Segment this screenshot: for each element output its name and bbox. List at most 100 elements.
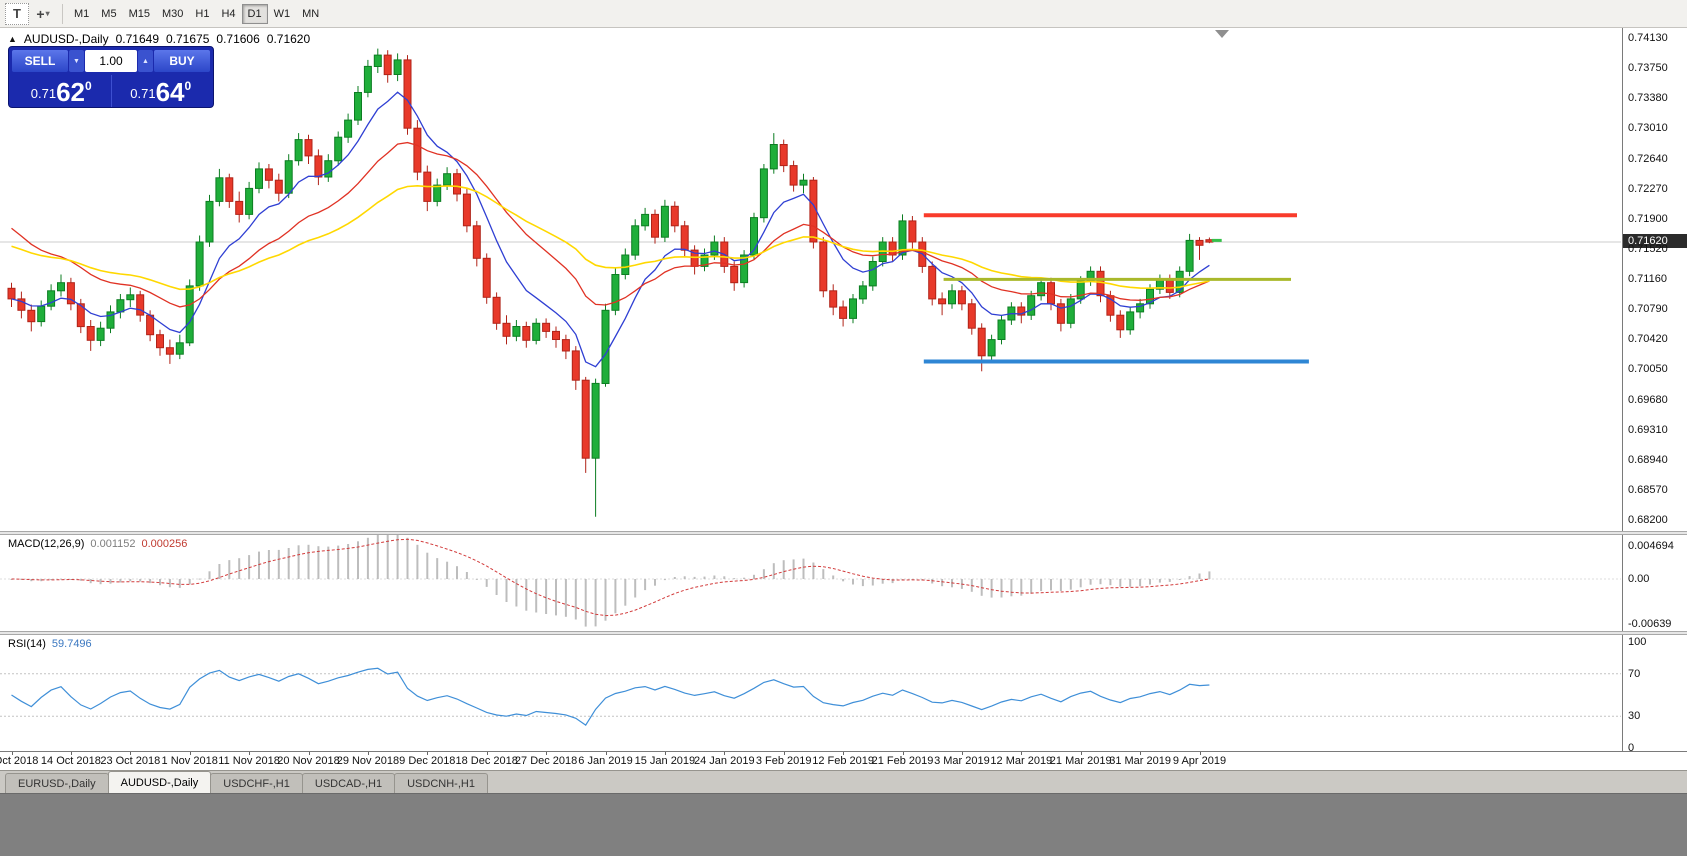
date-tick: [189, 752, 191, 755]
date-axis-label: 1 Nov 2018: [161, 755, 218, 767]
chart-tab-audusd[interactable]: AUDUSD-,Daily: [107, 771, 212, 793]
date-tick: [546, 752, 548, 755]
rsi-axis-label: 100: [1628, 636, 1647, 648]
date-axis-label: 4 Oct 2018: [0, 755, 39, 767]
timeframe-button-mn[interactable]: MN: [302, 7, 320, 20]
date-axis-label: 6 Jan 2019: [578, 755, 633, 767]
chevron-down-icon: ▾: [45, 9, 50, 18]
macd-panel[interactable]: MACD(12,26,9) 0.001152 0.000256 0.004694…: [0, 533, 1687, 631]
date-axis-label: 21 Feb 2019: [871, 755, 934, 767]
date-axis-label: 3 Feb 2019: [755, 755, 812, 767]
date-axis-label: 12 Feb 2019: [812, 755, 874, 767]
date-axis-label: 18 Dec 2018: [455, 755, 518, 767]
chart-tab-usdchf[interactable]: USDCHF-,H1: [210, 773, 303, 793]
sell-price[interactable]: 0.71 62 0: [12, 75, 111, 107]
timeframe-button-m5[interactable]: M5: [101, 7, 117, 20]
pointer-tool-button[interactable]: T: [5, 2, 29, 25]
date-axis-label: 29 Nov 2018: [336, 755, 400, 767]
rsi-label: RSI(14): [8, 638, 46, 650]
panel-splitter[interactable]: [0, 631, 1687, 635]
date-axis-label: 27 Dec 2018: [514, 755, 578, 767]
top-toolbar: T + ▾ M1 M5 M15 M30 H1 H4 D1 W1 MN: [0, 0, 1687, 28]
one-click-collapse-arrow[interactable]: ▲: [8, 34, 17, 44]
date-tick: [1140, 752, 1142, 755]
panel-splitter[interactable]: [0, 531, 1687, 535]
ohlc-high: 0.71675: [166, 32, 210, 46]
chart-shift-marker-icon[interactable]: [1215, 30, 1229, 38]
timeframe-button-m15[interactable]: M15: [128, 7, 150, 20]
buy-price-sup: 0: [184, 79, 192, 93]
crosshair-tool-button[interactable]: + ▾: [31, 3, 55, 25]
chart-tab-usdcnh[interactable]: USDCNH-,H1: [394, 773, 488, 793]
date-tick: [70, 752, 72, 755]
chart-symbol-label: AUDUSD-,Daily: [23, 32, 109, 46]
timeframe-button-d1[interactable]: D1: [241, 3, 268, 24]
date-tick: [664, 752, 666, 755]
macd-axis-label: 0.004694: [1628, 540, 1674, 553]
macd-title: MACD(12,26,9) 0.001152 0.000256: [8, 538, 187, 550]
main-chart-area[interactable]: ▲ AUDUSD-,Daily 0.71649 0.71675 0.71606 …: [0, 28, 1687, 531]
date-tick: [902, 752, 904, 755]
price-axis-label: 0.70420: [1628, 333, 1668, 346]
price-axis-label: 0.73750: [1628, 62, 1668, 75]
sell-price-big: 62: [56, 77, 86, 107]
macd-axis: 0.004694 0.00 -0.00639: [1622, 535, 1687, 631]
rsi-axis-label: 0: [1628, 742, 1635, 754]
date-axis-label: 9 Dec 2018: [399, 755, 456, 767]
rsi-value: 59.7496: [51, 638, 92, 650]
spin-up-icon: ▲: [142, 57, 149, 65]
timeframe-button-h4[interactable]: H4: [221, 7, 236, 20]
date-tick: [427, 752, 429, 755]
rsi-chart[interactable]: [0, 635, 1687, 751]
rsi-panel[interactable]: RSI(14) 59.7496 100 70 30 0: [0, 635, 1687, 754]
price-axis[interactable]: 0.71620 0.74130 0.73750 0.73380 0.73010 0.72…: [1622, 28, 1687, 531]
price-axis-label: 0.69310: [1628, 423, 1668, 436]
buy-button[interactable]: BUY: [154, 50, 210, 72]
timeframe-button-w1[interactable]: W1: [273, 7, 291, 20]
timeframe-group: M1 M5 M15 M30 H1 H4 D1 W1 MN: [68, 3, 325, 24]
volume-input[interactable]: [85, 54, 137, 68]
toolbar-separator: [62, 3, 63, 24]
price-axis-label: 0.73380: [1628, 92, 1668, 105]
price-axis-label: 0.68200: [1628, 514, 1668, 526]
date-tick: [11, 752, 13, 755]
volume-decrease-button[interactable]: ▼: [69, 50, 84, 72]
buy-price-prefix: 0.71: [130, 86, 156, 101]
price-axis-label: 0.71900: [1628, 212, 1668, 225]
macd-chart[interactable]: [0, 533, 1687, 631]
buy-price[interactable]: 0.71 64 0: [112, 75, 211, 107]
date-tick: [1080, 752, 1082, 755]
price-axis-label: 0.71160: [1628, 273, 1667, 285]
date-axis-label: 15 Jan 2019: [634, 755, 696, 767]
date-tick: [1021, 752, 1023, 755]
date-axis-label: 3 Mar 2019: [934, 755, 990, 767]
current-price-badge: 0.71620: [1623, 234, 1687, 249]
chart-tabs-bar: EURUSD-,Daily AUDUSD-,Daily USDCHF-,H1 USDC…: [0, 770, 1687, 793]
macd-label: MACD(12,26,9): [8, 538, 85, 550]
date-axis-label: 24 Jan 2019: [694, 755, 755, 767]
date-tick: [724, 752, 726, 755]
timeframe-button-m30[interactable]: M30: [161, 7, 184, 20]
price-axis-label: 0.69680: [1628, 393, 1668, 406]
volume-increase-button[interactable]: ▲: [138, 50, 153, 72]
date-tick: [1199, 752, 1201, 755]
date-axis-label: 23 Oct 2018: [100, 755, 161, 767]
candlestick-chart[interactable]: [0, 28, 1687, 531]
date-tick: [783, 752, 785, 755]
price-axis-label: 0.74130: [1628, 32, 1668, 44]
date-axis-label: 20 Nov 2018: [277, 755, 340, 767]
timeframe-button-m1[interactable]: M1: [74, 7, 90, 20]
buy-price-big: 64: [155, 77, 185, 107]
macd-axis-label: -0.00639: [1628, 617, 1672, 630]
chart-tab-eurusd[interactable]: EURUSD-,Daily: [5, 773, 109, 793]
date-axis-label: 9 Apr 2019: [1172, 755, 1227, 767]
sell-button[interactable]: SELL: [12, 50, 68, 72]
timeframe-button-h1[interactable]: H1: [195, 7, 210, 20]
date-tick: [843, 752, 845, 755]
date-tick: [308, 752, 310, 755]
chart-tab-usdcad[interactable]: USDCAD-,H1: [301, 773, 396, 793]
rsi-axis-label: 30: [1628, 710, 1641, 723]
price-axis-label: 0.68570: [1628, 483, 1668, 496]
